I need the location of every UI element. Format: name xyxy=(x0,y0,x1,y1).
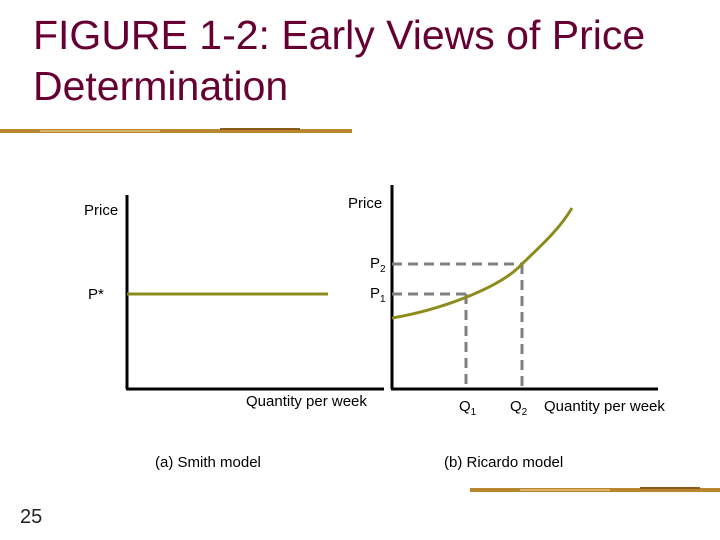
panel-a-caption: (a) Smith model xyxy=(155,454,261,471)
slide-title: FIGURE 1-2: Early Views of Price Determi… xyxy=(33,12,646,109)
panel-b-y-axis-label: Price xyxy=(348,195,382,212)
q2-label: Q2 xyxy=(510,398,528,418)
panel-a-y-axis-label: Price xyxy=(84,202,118,219)
q1-label: Q1 xyxy=(459,398,477,418)
top-decor-bar xyxy=(0,128,352,133)
p1-label: P1 xyxy=(370,285,386,305)
supply-curve xyxy=(391,207,574,320)
panel-b-caption: (b) Ricardo model xyxy=(444,454,563,471)
panel-b: Price P2 P1 Q1 Q2 Quantity per week (b) … xyxy=(348,185,665,471)
panel-a-x-axis-label: Quantity per week xyxy=(246,393,367,410)
panel-b-x-axis-label: Quantity per week xyxy=(544,398,665,415)
p2-label: P2 xyxy=(370,255,386,275)
bottom-decor-bar xyxy=(470,487,720,492)
panel-a-price-level-label: P* xyxy=(88,286,104,303)
panel-a: Price P* Quantity per week (a) Smith mod… xyxy=(84,195,384,471)
slide-number: 25 xyxy=(20,506,43,528)
